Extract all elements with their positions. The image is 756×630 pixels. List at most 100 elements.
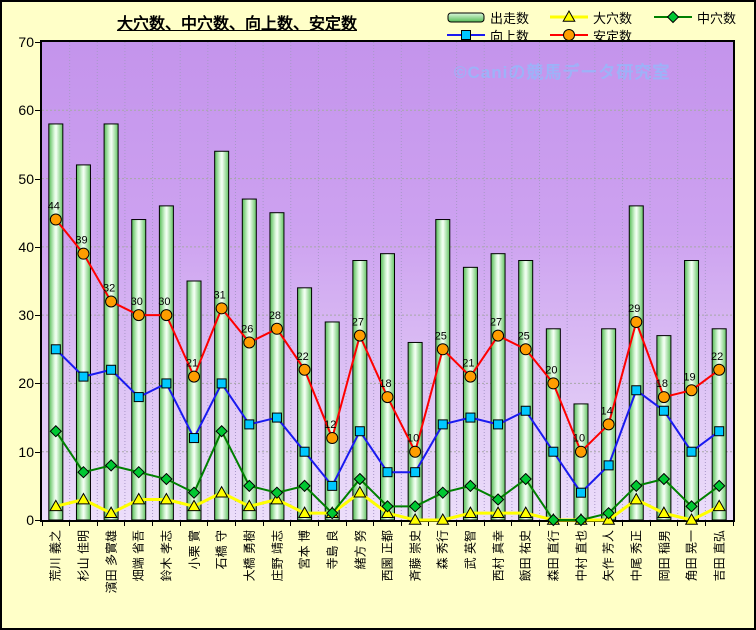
bar [628,205,644,521]
bar [214,150,230,521]
diamond-marker [160,472,173,486]
circle-marker [519,343,532,356]
data-label: 30 [158,296,170,308]
x-axis-label-text: 森田 直行 [546,530,561,582]
square-marker [686,446,697,457]
y-axis-label: 30 [18,307,34,324]
x-axis-label: 杉山 佳明 [70,526,98,628]
x-axis-tick [345,522,347,526]
triangle-marker [104,506,118,518]
diamond-marker [243,479,256,493]
circle-marker [657,391,670,404]
square-marker [658,405,669,416]
x-axis-tick [704,522,706,526]
data-label: 25 [435,330,447,342]
x-axis-label-text: 飯田 祐史 [518,530,533,582]
x-axis-label-text: 鈴木 孝志 [159,530,174,582]
data-label: 14 [600,405,612,417]
bar [241,198,257,521]
legend-label: 安定数 [593,28,633,44]
data-label: 18 [656,378,668,390]
data-label: 22 [711,351,723,363]
x-axis-tick [317,522,319,526]
legend-label: 中穴数 [697,10,737,26]
x-axis-tick [96,522,98,526]
data-label: 19 [683,371,695,383]
circle-marker [685,384,698,397]
x-axis-label: 西村 真幸 [484,526,512,628]
triangle-marker [436,512,450,525]
square-marker [189,433,200,444]
data-label: 39 [75,235,87,247]
x-axis-label-text: 西園 正都 [380,530,395,582]
square-marker [465,412,476,423]
x-axis-tick [179,522,181,526]
plot-area: ©Caniの競馬データ研究室 44 39 32 30 30 21 31 26 28 22 12 27 1… [40,40,735,527]
square-marker [461,30,471,40]
x-axis-tick [124,522,126,526]
triangle-marker [408,512,422,525]
square-marker [106,364,117,375]
triangle-marker [519,506,533,518]
diamond-marker [104,459,118,472]
bar [48,123,64,521]
chart-canvas: 44 39 32 30 30 21 31 26 28 22 12 27 18 10 25 21 27 25 20 10… [42,42,733,527]
diamond-marker [77,465,90,479]
x-axis-tick [234,522,236,526]
x-axis-tick [400,522,402,526]
diamond-marker [712,479,726,493]
square-marker [161,378,172,389]
triangle-marker [215,485,229,498]
x-axis-label: 岡田 稲男 [650,526,678,628]
x-axis-tick [456,522,458,526]
x-axis-label-text: 宮本 博 [297,530,312,570]
data-label: 26 [241,323,253,335]
x-axis-label: 濱田 多實雄 [97,526,125,628]
data-label: 12 [324,419,336,431]
x-axis-tick [69,522,71,526]
square-marker [78,371,89,382]
x-axis-tick [621,522,623,526]
y-axis-tick [35,110,40,112]
circle-marker [409,445,422,458]
y-axis-label: 20 [18,375,34,392]
bar [352,260,368,521]
x-axis-tick [428,522,430,526]
circle-marker [49,213,62,226]
x-axis-tick [152,522,154,526]
bar [158,205,174,521]
data-label: 22 [296,351,308,363]
bar [490,253,506,521]
triangle-marker [159,492,174,505]
triangle-marker [353,485,367,498]
bar [186,280,202,521]
bar [656,335,672,521]
circle-marker [353,329,366,342]
chart-title: 大穴数、中穴数、向上数、安定数 [116,16,357,33]
y-axis-label: 40 [18,238,34,255]
data-label: 21 [462,358,474,370]
square-marker [410,467,421,478]
data-label: 31 [214,289,226,301]
square-marker [50,344,61,355]
square-legend-swatch-icon [447,30,485,40]
circle-marker [436,343,449,356]
y-axis-label: 70 [18,34,34,50]
x-axis-tick [483,522,485,526]
x-axis-label: 鈴木 孝志 [153,526,181,628]
diamond-marker [685,500,698,513]
watermark: ©Caniの競馬データ研究室 [454,63,671,82]
triangle-marker [562,9,576,22]
triangle-marker [297,506,312,518]
x-axis-label: 斉藤 崇史 [401,526,429,628]
x-axis-tick [594,522,596,526]
square-marker [244,419,255,430]
x-axis-label-text: 杉山 佳明 [76,530,91,582]
data-label: 27 [352,317,364,329]
triangle-marker [76,492,91,505]
x-axis-label: 森田 直行 [540,526,568,628]
x-axis-label: 宮本 博 [291,526,319,628]
data-label: 27 [490,317,502,329]
legend-item-1: 大穴数 [550,8,632,26]
